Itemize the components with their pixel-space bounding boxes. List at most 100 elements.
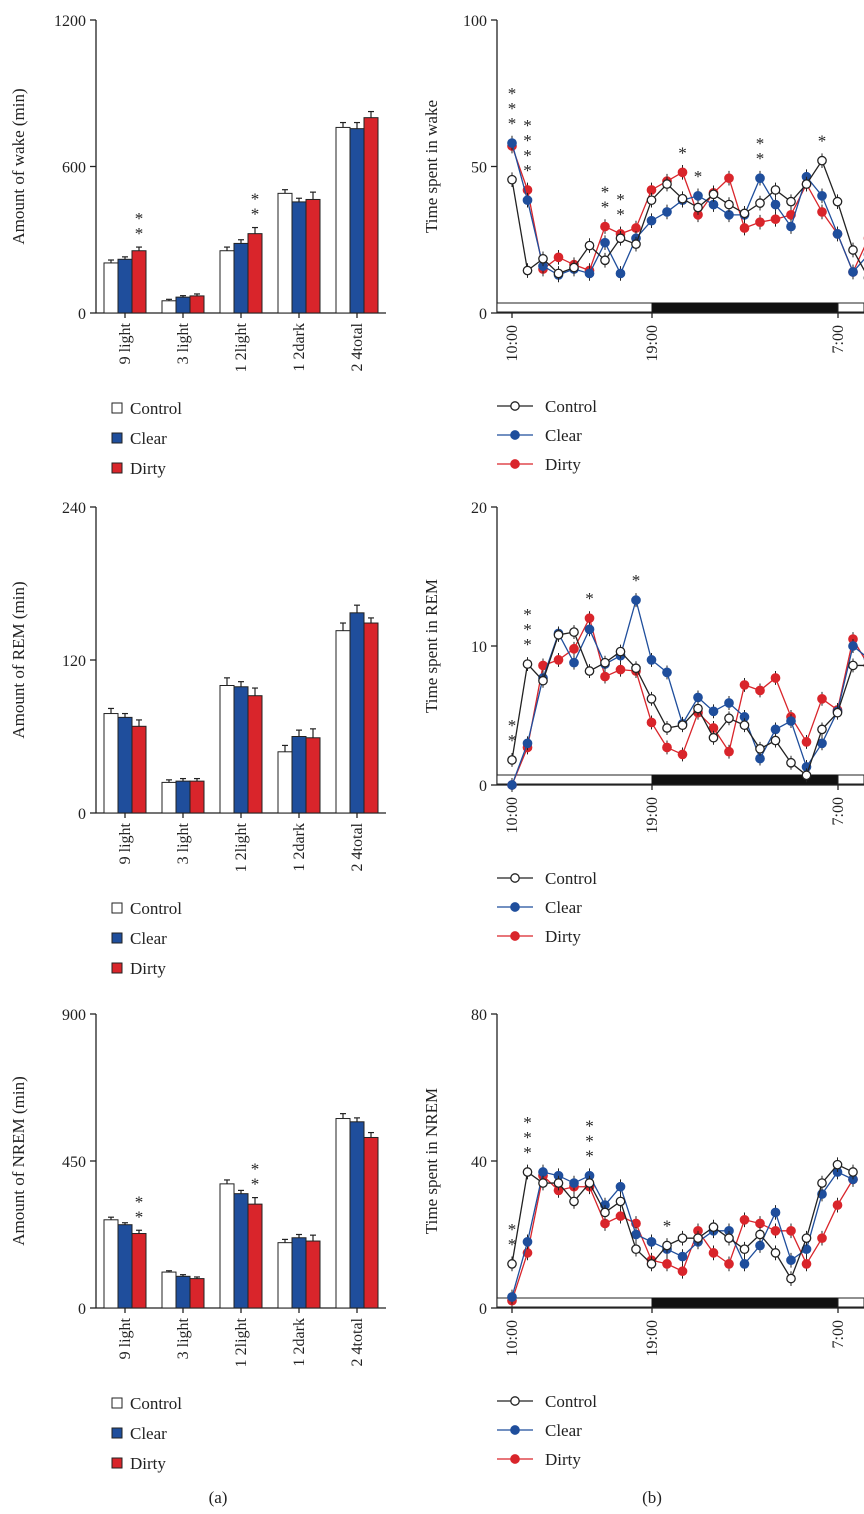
bar-chart-0-legend-swatch-dirty <box>111 462 123 474</box>
line-chart-2-point-control <box>848 1167 858 1177</box>
bar-chart-1-legend-swatch-control <box>111 902 123 914</box>
bar-chart-0-bar-dirty <box>189 295 205 314</box>
line-chart-2-dark-phase-bar <box>651 1297 839 1308</box>
line-chart-1-line-control <box>511 631 864 777</box>
bar-chart-2-legend-label: Dirty <box>130 1454 166 1473</box>
bar-chart-2-y-tick-label: 450 <box>62 1154 86 1171</box>
bar-chart-0-legend-label: Control <box>130 399 182 418</box>
line-chart-1-point-clear <box>770 724 781 735</box>
bar-chart-1-legend-swatch-dirty <box>111 962 123 974</box>
line-chart-2-point-dirty <box>817 1233 827 1244</box>
line-chart-2-point-dirty <box>739 1214 750 1225</box>
line-chart-1-point-clear <box>724 698 734 708</box>
line-chart-0-point-control <box>646 195 657 206</box>
line-chart-0-light-phase-bar <box>496 302 653 313</box>
line-chart-0-significance-star: * <box>523 146 532 165</box>
bar-chart-1-bar-control <box>103 713 119 814</box>
bar-chart-1-bar-control <box>335 630 351 814</box>
line-chart-2-legend-marker-dirty <box>510 1454 520 1464</box>
line-chart-0-point-dirty <box>739 223 750 233</box>
line-chart-1-point-control <box>507 755 517 765</box>
line-chart-0-significance-star: * <box>616 190 625 209</box>
line-chart-2-legend-label: Dirty <box>545 1450 581 1469</box>
bar-chart-1-bar-dirty <box>247 695 263 814</box>
bar-chart-2-bar-clear <box>117 1224 133 1309</box>
line-chart-0-legend-marker-clear <box>510 430 520 440</box>
line-chart-0-significance-star: * <box>508 99 517 118</box>
line-chart-1-point-clear <box>631 595 641 605</box>
line-chart-1-legend-label: Clear <box>545 898 582 917</box>
bar-chart-1-bar-clear <box>117 716 133 814</box>
line-chart-2-point-control <box>739 1244 750 1255</box>
line-chart-1-point-control <box>662 723 672 733</box>
bar-chart-0-y-axis-label: Amount of wake (min) <box>9 88 28 244</box>
line-chart-1-point-dirty <box>755 685 765 696</box>
line-chart-1-significance-star: * <box>523 620 532 639</box>
line-chart-0-point-control <box>522 265 533 276</box>
line-chart-2-legend-label: Clear <box>545 1421 582 1440</box>
line-chart-2-y-tick-label: 0 <box>479 1301 487 1318</box>
bar-chart-1-bar-dirty <box>131 725 147 814</box>
line-chart-1-point-control <box>770 735 781 746</box>
bar-chart-1-bar-control <box>219 685 235 814</box>
bar-chart-1-bar-clear <box>291 736 307 814</box>
line-chart-2-point-dirty <box>832 1200 843 1210</box>
line-chart-1-y-tick-label: 10 <box>471 639 487 656</box>
bar-chart-0-category-label: 1 2dark <box>291 323 308 371</box>
line-chart-1-legend-marker-clear <box>510 902 520 912</box>
bar-chart-0-legend-label: Clear <box>130 429 167 448</box>
line-chart-2-significance-star: * <box>585 1147 594 1166</box>
line-chart-1-point-dirty <box>739 680 750 690</box>
bar-chart-2-significance-star: * <box>251 1175 260 1194</box>
line-chart-2-point-control <box>553 1178 564 1188</box>
line-chart-0-point-control <box>553 268 564 279</box>
line-chart-2-point-control <box>615 1196 626 1207</box>
line-chart-2-point-control <box>569 1196 579 1207</box>
bar-chart-1-category-label: 3 light <box>175 822 192 864</box>
line-chart-2-point-dirty <box>755 1218 765 1229</box>
line-chart-2-point-dirty <box>677 1266 688 1277</box>
bar-chart-2-significance-star: * <box>135 1192 144 1211</box>
line-chart-0-significance-star: * <box>601 198 610 217</box>
bar-chart-2-bar-control <box>161 1271 177 1309</box>
line-chart-1-x-tick-label: 7:00 <box>830 797 847 825</box>
line-chart-2-x-tick-label: 7:00 <box>830 1320 847 1348</box>
bar-chart-0-y-tick-label: 0 <box>78 306 86 323</box>
line-chart-2-y-tick-label: 40 <box>471 1154 487 1171</box>
line-chart-1-point-control <box>708 732 719 743</box>
line-chart-2-light-phase-bar <box>837 1297 864 1308</box>
line-chart-0-point-control <box>693 202 703 213</box>
line-chart-0-significance-star: * <box>523 116 532 135</box>
line-chart-1-point-dirty <box>584 613 595 624</box>
line-chart-2-point-dirty <box>708 1248 719 1258</box>
line-chart-0-point-control <box>739 208 750 219</box>
bar-chart-1-category-label: 9 light <box>117 822 134 864</box>
line-chart-1-y-tick-label: 20 <box>471 500 487 517</box>
line-chart-1-point-control <box>538 675 548 686</box>
line-chart-1-point-clear <box>646 655 657 665</box>
line-chart-0-legend-label: Dirty <box>545 455 581 474</box>
line-chart-2-point-clear <box>507 1292 517 1302</box>
bar-chart-0-bar-control <box>277 192 293 314</box>
line-chart-1-significance-star: * <box>523 635 532 654</box>
line-chart-0-light-phase-bar <box>837 302 864 313</box>
line-chart-2-x-tick-label: 19:00 <box>644 1320 661 1356</box>
line-chart-2-point-clear <box>615 1181 626 1192</box>
line-chart-2-significance-star: * <box>585 1132 594 1151</box>
line-chart-1-point-clear <box>507 780 517 790</box>
line-chart-1-significance-star: * <box>585 589 594 608</box>
line-chart-2-x-tick-label: 10:00 <box>504 1320 521 1356</box>
line-chart-0-point-control <box>848 245 858 255</box>
bar-chart-2-bar-dirty <box>363 1136 379 1309</box>
line-chart-2-point-clear <box>677 1251 688 1262</box>
bar-chart-1-bar-dirty <box>189 780 205 814</box>
line-chart-2-significance-star: * <box>663 1217 672 1236</box>
line-chart-0-point-control <box>615 233 626 244</box>
line-chart-1-point-dirty <box>801 737 812 747</box>
bar-chart-0-category-label: 1 2light <box>233 322 250 372</box>
line-chart-1-point-clear <box>522 738 533 749</box>
line-chart-1-legend-marker-dirty <box>510 931 520 941</box>
line-chart-1-legend-label: Dirty <box>545 927 581 946</box>
line-chart-1-point-control <box>600 657 610 668</box>
